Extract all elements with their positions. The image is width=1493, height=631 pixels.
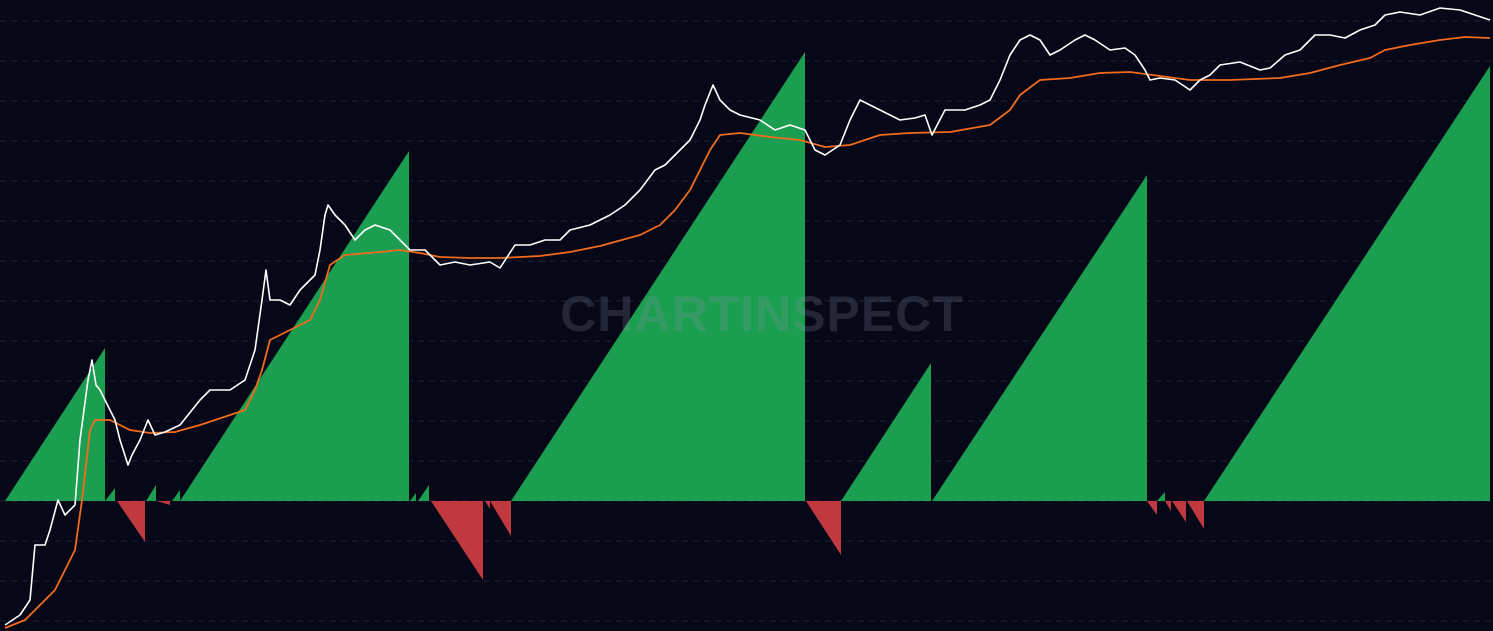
below-ma-ramp <box>1172 501 1186 522</box>
above-ma-ramp <box>932 175 1147 501</box>
below-ma-ramp <box>157 501 170 505</box>
watermark: CHARTINSPECT <box>560 286 964 342</box>
below-ma-ramp <box>485 501 490 509</box>
moving-average-line <box>4 36 1491 629</box>
above-ma-ramp <box>511 52 805 501</box>
below-ma-ramp <box>1187 501 1204 529</box>
price-line <box>4 7 1491 626</box>
below-ma-ramp <box>117 501 145 542</box>
above-ma-ramp <box>1204 66 1490 501</box>
below-ma-ramp <box>490 501 511 536</box>
above-ma-ramp <box>5 348 105 501</box>
above-ma-ramp <box>105 488 115 501</box>
above-ma-ramp <box>841 363 931 501</box>
above-ma-ramp <box>410 493 416 501</box>
above-ma-ramp <box>418 485 429 501</box>
below-ma-ramp <box>431 501 483 580</box>
above-ma-ramp <box>1157 492 1165 501</box>
below-ma-ramp <box>1165 501 1171 511</box>
above-ma-ramp <box>172 490 180 501</box>
below-ma-ramp <box>806 501 841 555</box>
below-ma-ramp <box>1147 501 1157 515</box>
above-ma-ramp <box>146 485 156 501</box>
